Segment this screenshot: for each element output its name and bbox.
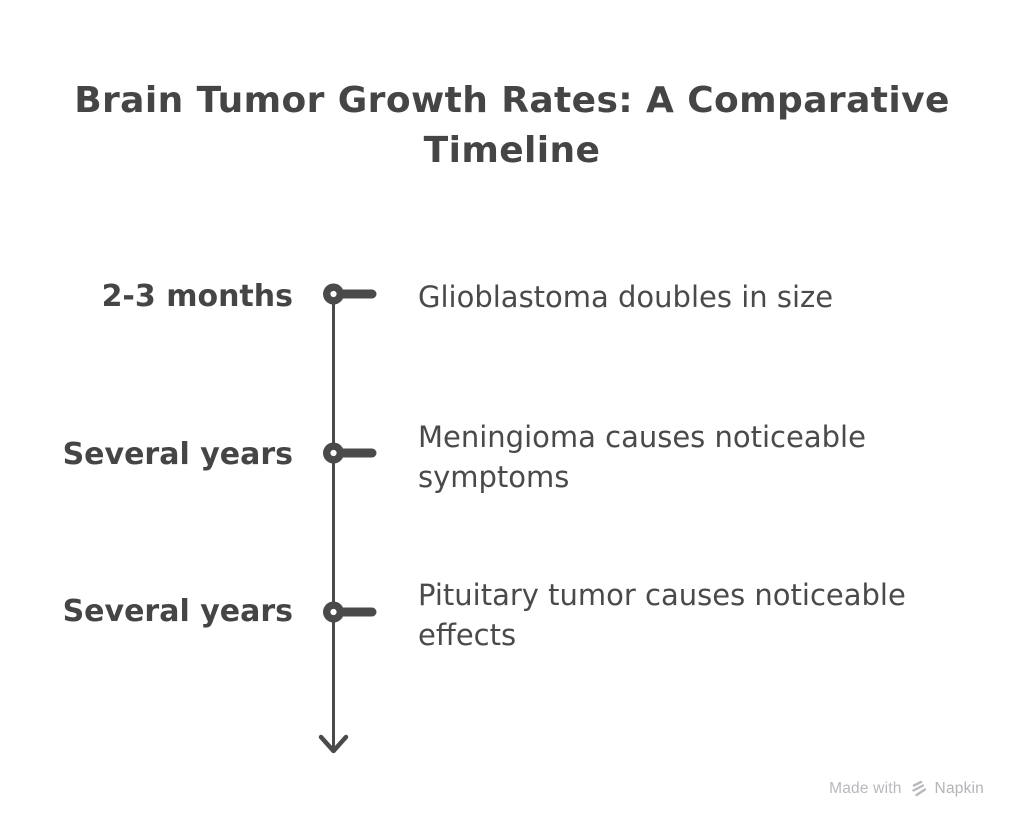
timeline-description: Glioblastoma doubles in size — [418, 280, 834, 314]
napkin-stripes-icon — [911, 780, 926, 797]
watermark-brand-text: Napkin — [934, 779, 984, 797]
timeline-label: 2-3 months — [101, 279, 293, 314]
napkin-watermark: Made with Napkin — [829, 779, 984, 798]
diagram-title: Brain Tumor Growth Rates: A Comparative … — [74, 80, 950, 171]
timeline-marker-icon — [323, 442, 344, 464]
timeline-marker-icon — [323, 283, 344, 305]
timeline-description: Meningioma causes noticeable symptoms — [418, 420, 866, 494]
timeline-label: Several years — [62, 594, 293, 629]
arrow-down-icon — [318, 734, 349, 754]
watermark-made-with-text: Made with — [829, 779, 902, 797]
timeline-label: Several years — [62, 437, 293, 472]
timeline-description: Pituitary tumor causes noticeable effect… — [418, 578, 906, 652]
timeline-marker-icon — [323, 601, 344, 623]
